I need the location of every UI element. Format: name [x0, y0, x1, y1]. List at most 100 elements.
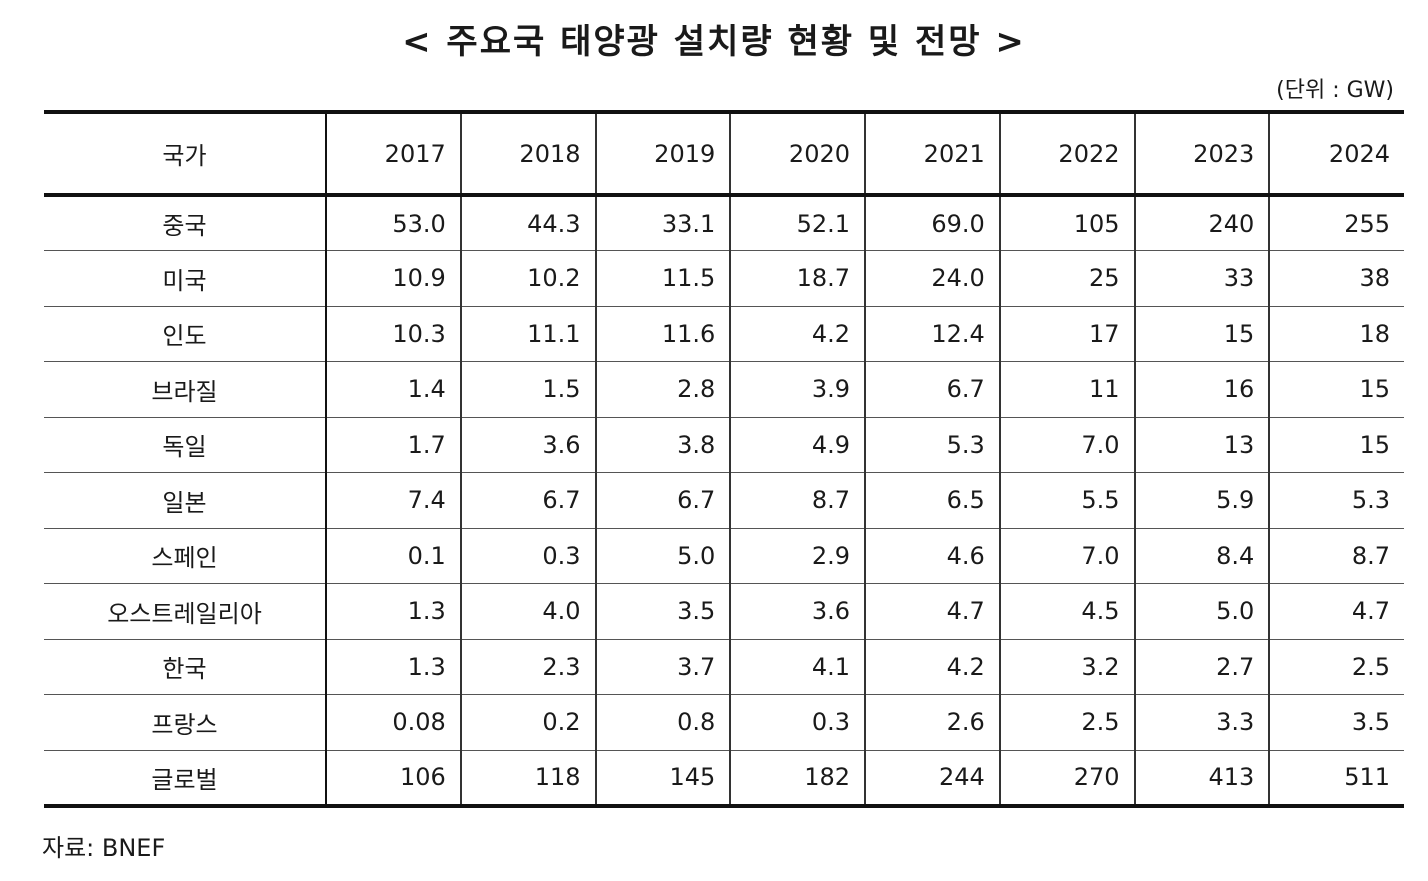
value-cell: 4.1	[729, 639, 865, 695]
value-cell: 53.0	[325, 195, 461, 251]
column-header-year: 2022	[998, 112, 1135, 197]
country-cell: 브라질	[44, 361, 326, 418]
value-cell: 105	[998, 195, 1135, 251]
value-cell: 244	[864, 750, 1000, 808]
value-cell: 44.3	[459, 195, 596, 251]
column-header-country: 국가	[44, 112, 326, 197]
value-cell: 0.1	[325, 528, 461, 584]
value-cell: 33.1	[594, 195, 731, 251]
value-cell: 3.5	[1268, 694, 1404, 751]
table-row: 글로벌 106 118 145 182 244 270 413 511	[44, 750, 1404, 808]
value-cell: 3.7	[594, 639, 731, 695]
value-cell: 2.8	[594, 361, 731, 418]
value-cell: 106	[325, 750, 461, 808]
country-cell: 중국	[44, 195, 326, 251]
table-title: < 주요국 태양광 설치량 현황 및 전망 >	[402, 22, 1026, 62]
value-cell: 3.6	[729, 583, 865, 640]
value-cell: 10.9	[325, 250, 461, 307]
value-cell: 6.7	[459, 472, 596, 529]
value-cell: 413	[1133, 750, 1270, 808]
column-header-year: 2021	[864, 112, 1000, 197]
country-cell: 프랑스	[44, 694, 326, 751]
value-cell: 6.7	[594, 472, 731, 529]
value-cell: 3.6	[459, 417, 596, 473]
value-cell: 18.7	[729, 250, 865, 307]
value-cell: 15	[1268, 417, 1404, 473]
value-cell: 24.0	[864, 250, 1000, 307]
column-header-year: 2017	[325, 112, 461, 197]
country-cell: 오스트레일리아	[44, 583, 326, 640]
value-cell: 2.9	[729, 528, 865, 584]
value-cell: 5.5	[998, 472, 1135, 529]
value-cell: 2.3	[459, 639, 596, 695]
table-body: 중국 53.0 44.3 33.1 52.1 69.0 105 240 255 미국 10.9 10.…	[44, 195, 1404, 808]
value-cell: 4.6	[864, 528, 1000, 584]
value-cell: 1.5	[459, 361, 596, 418]
value-cell: 25	[998, 250, 1135, 307]
header-row: 국가 2017 2018 2019 2020 2021 2022 2023 2024	[44, 112, 1404, 197]
value-cell: 5.0	[1133, 583, 1270, 640]
value-cell: 4.5	[998, 583, 1135, 640]
column-header-year: 2018	[459, 112, 596, 197]
value-cell: 1.3	[325, 583, 461, 640]
value-cell: 7.0	[998, 528, 1135, 584]
value-cell: 33	[1133, 250, 1270, 307]
value-cell: 12.4	[864, 306, 1000, 362]
value-cell: 145	[594, 750, 731, 808]
value-cell: 4.7	[1268, 583, 1404, 640]
value-cell: 1.4	[325, 361, 461, 418]
value-cell: 3.8	[594, 417, 731, 473]
value-cell: 2.5	[1268, 639, 1404, 695]
value-cell: 240	[1133, 195, 1270, 251]
value-cell: 38	[1268, 250, 1404, 307]
table-row: 미국 10.9 10.2 11.5 18.7 24.0 25 33 38	[44, 250, 1404, 307]
value-cell: 3.9	[729, 361, 865, 418]
value-cell: 5.3	[1268, 472, 1404, 529]
solar-installation-table: 국가 2017 2018 2019 2020 2021 2022 2023 2024 중국 53.…	[44, 110, 1404, 808]
value-cell: 8.4	[1133, 528, 1270, 584]
country-cell: 글로벌	[44, 750, 326, 808]
table-row: 독일 1.7 3.6 3.8 4.9 5.3 7.0 13 15	[44, 417, 1404, 473]
value-cell: 182	[729, 750, 865, 808]
table-row: 일본 7.4 6.7 6.7 8.7 6.5 5.5 5.9 5.3	[44, 472, 1404, 529]
table-row: 브라질 1.4 1.5 2.8 3.9 6.7 11 16 15	[44, 361, 1404, 418]
value-cell: 13	[1133, 417, 1270, 473]
value-cell: 69.0	[864, 195, 1000, 251]
value-cell: 0.3	[729, 694, 865, 751]
country-cell: 미국	[44, 250, 326, 307]
value-cell: 4.9	[729, 417, 865, 473]
value-cell: 4.2	[864, 639, 1000, 695]
value-cell: 3.2	[998, 639, 1135, 695]
value-cell: 16	[1133, 361, 1270, 418]
value-cell: 3.5	[594, 583, 731, 640]
value-cell: 15	[1133, 306, 1270, 362]
table-row: 중국 53.0 44.3 33.1 52.1 69.0 105 240 255	[44, 195, 1404, 251]
column-header-year: 2020	[729, 112, 865, 197]
value-cell: 3.3	[1133, 694, 1270, 751]
value-cell: 17	[998, 306, 1135, 362]
value-cell: 511	[1268, 750, 1404, 808]
value-cell: 4.2	[729, 306, 865, 362]
unit-label: (단위 : GW)	[1276, 78, 1394, 103]
value-cell: 15	[1268, 361, 1404, 418]
value-cell: 0.3	[459, 528, 596, 584]
country-cell: 한국	[44, 639, 326, 695]
value-cell: 2.7	[1133, 639, 1270, 695]
table-row: 프랑스 0.08 0.2 0.8 0.3 2.6 2.5 3.3 3.5	[44, 694, 1404, 751]
value-cell: 2.6	[864, 694, 1000, 751]
value-cell: 118	[459, 750, 596, 808]
value-cell: 1.3	[325, 639, 461, 695]
table-row: 오스트레일리아 1.3 4.0 3.5 3.6 4.7 4.5 5.0 4.7	[44, 583, 1404, 640]
country-cell: 인도	[44, 306, 326, 362]
value-cell: 7.0	[998, 417, 1135, 473]
value-cell: 2.5	[998, 694, 1135, 751]
value-cell: 11	[998, 361, 1135, 418]
value-cell: 8.7	[729, 472, 865, 529]
value-cell: 270	[998, 750, 1135, 808]
value-cell: 6.7	[864, 361, 1000, 418]
value-cell: 4.7	[864, 583, 1000, 640]
value-cell: 11.6	[594, 306, 731, 362]
country-cell: 스페인	[44, 528, 326, 584]
value-cell: 5.3	[864, 417, 1000, 473]
value-cell: 10.2	[459, 250, 596, 307]
